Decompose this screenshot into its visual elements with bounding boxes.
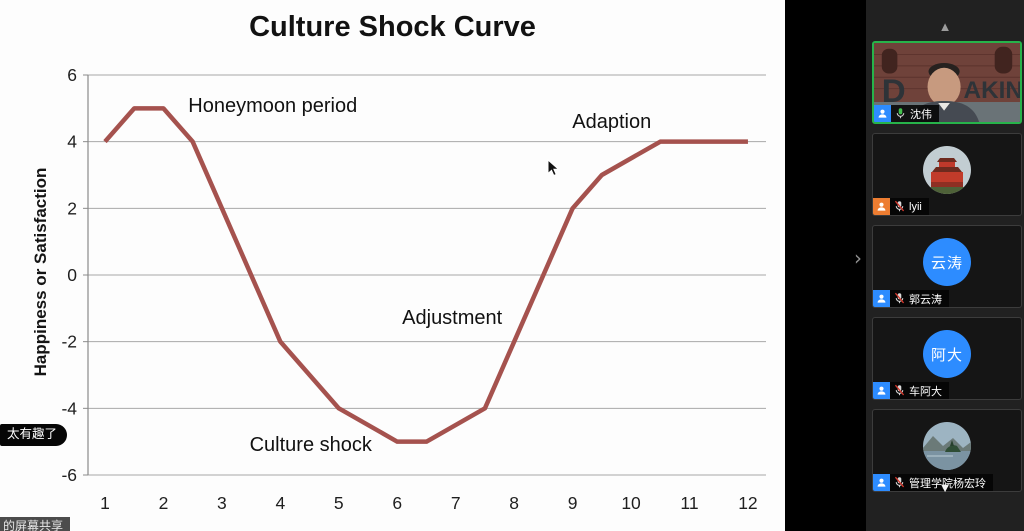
- person-icon: [877, 386, 886, 395]
- x-tick-label: 11: [680, 493, 698, 513]
- scroll-down-icon[interactable]: ▼: [938, 480, 952, 495]
- mic-muted-icon: [894, 292, 905, 304]
- x-tick-label: 3: [217, 493, 227, 513]
- curve-annotation: Adjustment: [402, 307, 502, 329]
- participant-name: 管理学院杨宏玲: [909, 477, 986, 490]
- person-icon: [877, 202, 886, 211]
- y-tick-label: 0: [67, 265, 77, 285]
- participant-tile-guoyuntao[interactable]: 云涛 郭云涛: [872, 225, 1022, 308]
- x-tick-label: 2: [159, 493, 169, 513]
- participant-name: 郭云涛: [909, 293, 942, 306]
- participant-name: 车阿大: [909, 385, 942, 398]
- y-tick-label: 6: [67, 65, 77, 85]
- participant-name: 沈伟: [910, 108, 932, 121]
- scroll-up-icon[interactable]: ▲: [938, 19, 952, 34]
- participants-sidebar: ▲ D AKIN: [866, 0, 1024, 531]
- y-tick-label: -2: [61, 332, 77, 352]
- sidebar-divider: ›: [785, 0, 866, 531]
- person-icon: [877, 294, 886, 303]
- person-icon: [878, 109, 887, 118]
- mic-on-icon: [896, 108, 905, 119]
- participant-name-pill: 沈伟: [891, 105, 939, 122]
- participant-name-pill: lyii: [890, 198, 929, 215]
- participant-tile-yanghongling[interactable]: 管理学院杨宏玲: [872, 409, 1022, 492]
- chat-message-bubble: 太有趣了: [0, 424, 68, 446]
- x-tick-label: 4: [275, 493, 285, 513]
- avatar-initials: 阿大: [923, 330, 971, 378]
- x-tick-label: 6: [392, 493, 402, 513]
- y-tick-label: -6: [61, 465, 77, 485]
- mic-muted-icon: [894, 200, 905, 212]
- mic-muted-icon: [894, 384, 905, 396]
- participant-role-icon: [874, 105, 891, 122]
- x-tick-label: 10: [621, 493, 641, 513]
- culture-shock-curve-line: [103, 106, 748, 444]
- svg-text:D: D: [882, 72, 906, 109]
- participant-name-pill: 车阿大: [890, 382, 949, 399]
- participant-role-icon: [873, 290, 890, 307]
- x-tick-label: 8: [509, 493, 519, 513]
- participant-name-pill: 郭云涛: [890, 290, 949, 307]
- sidebar-collapse-chevron[interactable]: ›: [854, 246, 862, 270]
- avatar-palace: [923, 146, 971, 194]
- curve-annotation: Honeymoon period: [188, 95, 357, 117]
- y-tick-label: 2: [67, 198, 77, 218]
- participant-video-frame: D AKIN: [874, 43, 1020, 122]
- chart-title: Culture Shock Curve: [249, 11, 536, 43]
- participant-role-icon: [873, 198, 890, 215]
- participant-role-icon: [873, 474, 890, 491]
- shared-screen: Culture Shock Curve Happiness or Satisfa…: [0, 11, 766, 531]
- participant-tile-shenwei[interactable]: D AKIN: [872, 41, 1022, 124]
- participant-tile-lyii[interactable]: lyii: [872, 133, 1022, 216]
- person-icon: [877, 478, 886, 487]
- mouse-cursor: [547, 159, 560, 177]
- screen-share-banner: 的屏幕共享: [0, 517, 71, 531]
- curve-annotation: Adaption: [572, 111, 651, 133]
- participant-tile-cheada[interactable]: 阿大 车阿大: [872, 317, 1022, 400]
- x-tick-label: 12: [738, 493, 757, 513]
- y-tick-label: -4: [61, 398, 77, 418]
- participant-name-pill: 管理学院杨宏玲: [890, 474, 993, 491]
- mic-muted-icon: [894, 476, 905, 488]
- participant-role-icon: [873, 382, 890, 399]
- avatar-lake: [923, 422, 971, 470]
- x-tick-label: 7: [451, 493, 461, 513]
- svg-text:AKIN: AKIN: [964, 77, 1020, 104]
- curve-annotation: Culture shock: [250, 434, 373, 456]
- x-tick-label: 1: [100, 493, 110, 513]
- participant-name: lyii: [909, 200, 922, 213]
- avatar-initials: 云涛: [923, 238, 971, 286]
- y-tick-label: 4: [67, 132, 77, 152]
- x-tick-label: 9: [568, 493, 578, 513]
- x-tick-label: 5: [334, 493, 344, 513]
